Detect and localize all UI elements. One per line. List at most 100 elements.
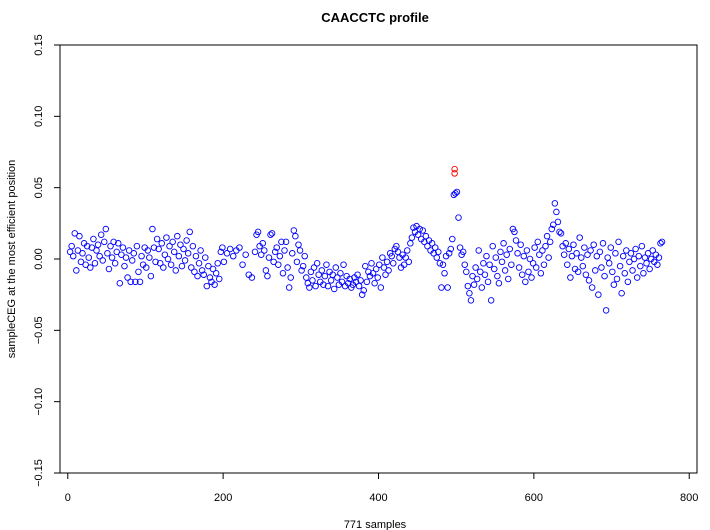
data-point <box>369 270 377 277</box>
data-point <box>202 254 209 261</box>
y-axis-label: sampleCEG at the most efficient position <box>6 160 18 359</box>
data-point <box>570 241 577 248</box>
data-point <box>433 254 441 261</box>
data-point <box>205 262 212 270</box>
x-tick-label: 0 <box>65 492 71 504</box>
data-point <box>598 264 605 271</box>
data-point <box>219 244 226 251</box>
data-point <box>121 262 128 270</box>
data-point <box>410 224 417 231</box>
data-point <box>212 270 220 277</box>
data-point <box>289 250 296 257</box>
data-point <box>453 188 461 196</box>
data-point <box>354 271 361 278</box>
data-point <box>573 250 580 257</box>
data-point <box>229 252 237 260</box>
data-point <box>548 225 555 233</box>
data-point <box>455 214 462 221</box>
data-point <box>532 264 540 271</box>
data-point <box>352 278 360 286</box>
data-point <box>147 272 155 280</box>
data-point <box>587 247 594 254</box>
data-point <box>156 260 164 267</box>
data-point <box>223 250 231 257</box>
data-point <box>579 262 587 270</box>
data-point <box>379 254 386 261</box>
data-point <box>293 258 301 266</box>
data-point <box>257 251 265 258</box>
data-point <box>523 247 531 254</box>
data-point <box>138 252 145 260</box>
data-point <box>189 242 197 250</box>
data-point <box>68 242 75 250</box>
data-point <box>407 240 414 247</box>
data-point <box>270 258 277 266</box>
y-tick-label: 0.10 <box>33 106 45 127</box>
data-point <box>239 261 246 268</box>
data-point <box>470 281 478 288</box>
data-point <box>439 261 447 268</box>
data-point <box>494 272 501 280</box>
data-point <box>184 250 192 257</box>
data-point <box>445 250 453 257</box>
data-point <box>643 260 650 267</box>
data-point <box>133 242 141 250</box>
data-point <box>310 264 318 271</box>
data-point <box>268 230 276 237</box>
data-point <box>309 277 316 284</box>
data-point <box>531 244 538 251</box>
data-point <box>296 247 304 254</box>
data-point <box>588 284 596 291</box>
data-point <box>560 251 568 258</box>
data-point <box>155 245 162 253</box>
data-point <box>161 251 169 258</box>
data-point <box>111 260 119 267</box>
data-point <box>160 264 167 271</box>
data-point <box>394 248 402 256</box>
data-point <box>254 228 262 236</box>
data-point <box>528 274 535 281</box>
data-point <box>365 268 372 276</box>
data-point <box>518 271 526 278</box>
data-point <box>125 247 133 254</box>
data-point <box>498 258 506 266</box>
data-point <box>403 247 411 254</box>
data-point <box>344 280 352 287</box>
data-point <box>90 235 97 243</box>
data-point <box>130 250 138 257</box>
data-point <box>456 244 464 251</box>
data-point <box>449 235 456 243</box>
data-point <box>466 289 473 297</box>
data-point <box>188 264 195 271</box>
data-point <box>517 241 524 248</box>
data-point <box>66 248 74 256</box>
data-point <box>618 289 625 297</box>
data-point <box>483 252 490 260</box>
data-point <box>574 268 582 276</box>
data-point <box>629 267 636 274</box>
data-point <box>475 247 482 254</box>
chart-title: CAACCTC profile <box>321 10 429 25</box>
data-point <box>186 228 193 236</box>
data-point <box>633 274 641 281</box>
data-point <box>94 241 102 248</box>
data-point <box>332 264 340 271</box>
data-point <box>183 237 190 244</box>
x-tick-label: 800 <box>680 492 698 504</box>
data-point <box>265 254 273 261</box>
data-point <box>323 261 330 268</box>
data-point <box>262 267 270 274</box>
data-point <box>537 270 545 277</box>
data-point <box>536 251 543 258</box>
data-point <box>73 267 80 274</box>
data-points <box>66 165 666 314</box>
data-point <box>214 260 221 267</box>
data-point <box>307 268 315 276</box>
data-point <box>452 190 459 197</box>
data-point <box>124 274 131 281</box>
data-point <box>385 267 392 274</box>
data-point <box>91 260 99 267</box>
data-point <box>436 260 444 267</box>
data-point <box>273 244 280 251</box>
data-point <box>591 267 599 274</box>
